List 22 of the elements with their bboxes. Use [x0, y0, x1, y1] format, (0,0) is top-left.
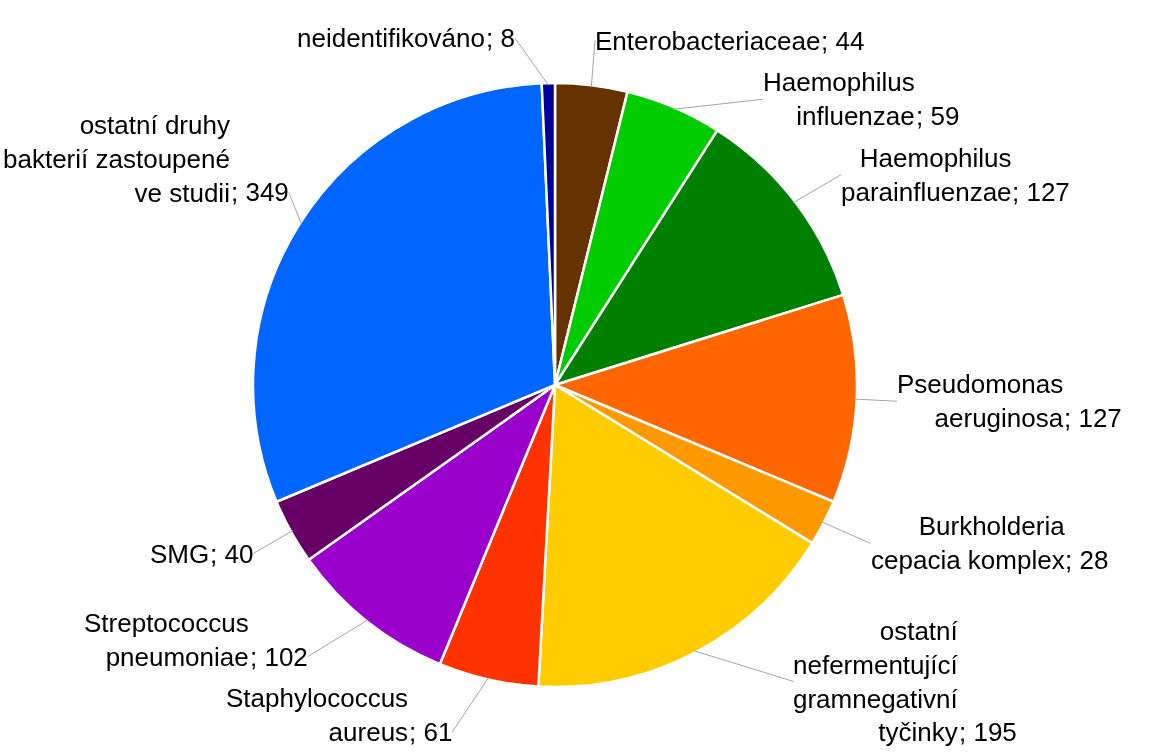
data-label: ; 195 — [959, 717, 1017, 747]
data-label: ; 102 — [250, 642, 308, 672]
slice-label: SMG — [150, 539, 210, 569]
data-label: ; 8 — [486, 23, 515, 53]
slice-label: Burkholderia cepacia komplex — [871, 511, 1066, 575]
data-label: ; 349 — [231, 177, 289, 207]
slice-label: Haemophilus parainfluenzae — [841, 143, 1012, 207]
data-label: ; 127 — [1012, 177, 1070, 207]
data-label: ; 40 — [210, 539, 254, 569]
data-label: ; 127 — [1064, 403, 1122, 433]
slice-label: neidentifikováno — [297, 23, 485, 53]
slice-label: Staphylococcus aureus — [226, 683, 409, 747]
slice-label: Enterobacteriaceae — [595, 26, 821, 56]
data-label: ; 28 — [1065, 545, 1109, 575]
slice-label: Pseudomonas aeruginosa — [897, 369, 1064, 433]
slice-label: ostatní druhy bakterií zastoupené ve studii — [3, 110, 230, 208]
slice-label: Streptococcus pneumoniae — [84, 608, 249, 672]
slice-label: ostatní nefermentující gramnegativní tyčinky — [793, 616, 959, 748]
slice-label: Haemophilus influenzae — [763, 67, 915, 131]
data-label: ; 44 — [821, 26, 865, 56]
data-label: ; 61 — [409, 717, 453, 747]
data-label: ; 59 — [916, 101, 960, 131]
